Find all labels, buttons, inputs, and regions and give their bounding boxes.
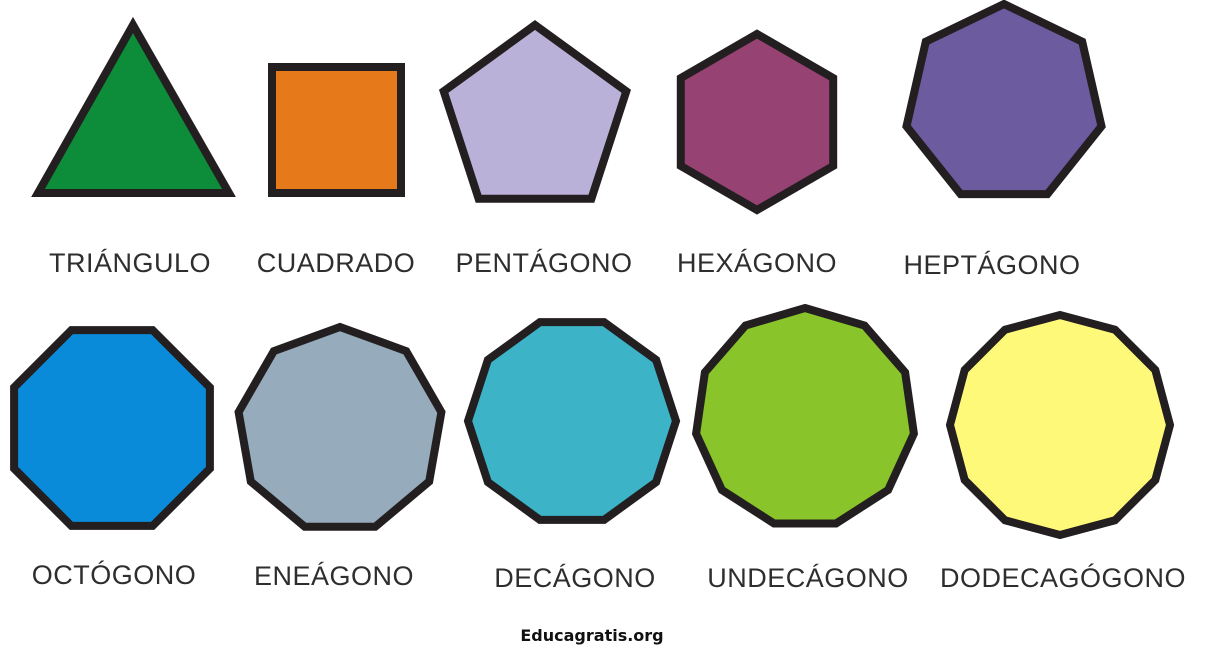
hexagon-shape [676, 29, 838, 215]
square-shape [268, 63, 405, 197]
label-heptagono: HEPTÁGONO [903, 250, 1081, 280]
label-hexagono: HEXÁGONO [676, 248, 838, 278]
hendecagon-shape [691, 303, 919, 528]
label-octogono: OCTÓGONO [31, 560, 197, 590]
label-pentagono: PENTÁGONO [455, 248, 633, 278]
octagon-shape [10, 326, 214, 530]
dodecagon-shape [945, 310, 1175, 540]
label-decagono: DECÁGONO [494, 563, 656, 593]
site-watermark: Educagratis.org [520, 626, 664, 645]
triangle-shape [31, 16, 236, 197]
pentagon-shape [438, 20, 632, 203]
enneagon-shape [234, 322, 446, 531]
label-cuadrado: CUADRADO [256, 248, 416, 278]
label-triangulo: TRIÁNGULO [48, 248, 212, 278]
decagon-shape [463, 318, 681, 524]
label-dodecagono: DODECAGÓGONO [939, 563, 1187, 593]
heptagon-shape [902, 0, 1106, 199]
label-undecagono: UNDECÁGONO [707, 563, 909, 593]
label-eneagono: ENEÁGONO [253, 561, 415, 591]
